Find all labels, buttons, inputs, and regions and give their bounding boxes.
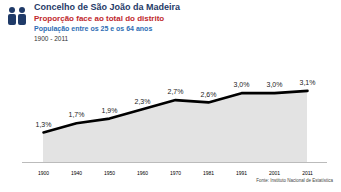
svg-text:1960: 1960 (137, 170, 148, 176)
svg-text:1,9%: 1,9% (102, 107, 118, 114)
svg-text:1900: 1900 (38, 170, 49, 176)
svg-text:1,7%: 1,7% (69, 111, 85, 118)
svg-text:3,0%: 3,0% (267, 81, 283, 88)
svg-text:1991: 1991 (236, 170, 247, 176)
svg-text:2,3%: 2,3% (135, 98, 151, 105)
html-text:Proporção face ao total do dis: Proporção face ao total do distrito (34, 14, 165, 23)
html-text:Concelho de São João da Madeir: Concelho de São João da Madeira (34, 2, 180, 12)
svg-text:2,6%: 2,6% (201, 91, 217, 98)
svg-text:2,7%: 2,7% (168, 88, 184, 95)
html-text:População entre os 25 e os 64: População entre os 25 e os 64 anos (34, 25, 153, 32)
svg-text:3,1%: 3,1% (300, 79, 316, 86)
html-text:Fonte: Instituto Nacional de E: Fonte: Instituto Nacional de Estatística (256, 178, 333, 183)
svg-text:1,3%: 1,3% (36, 121, 52, 128)
svg-text:1970: 1970 (170, 170, 181, 176)
html-text:1900 - 2011: 1900 - 2011 (34, 35, 69, 42)
svg-text:2001: 2001 (269, 170, 280, 176)
svg-text:1981: 1981 (203, 170, 214, 176)
svg-text:1950: 1950 (104, 170, 115, 176)
svg-text:2011: 2011 (302, 170, 313, 176)
svg-text:3,0%: 3,0% (234, 81, 250, 88)
svg-text:1940: 1940 (71, 170, 82, 176)
